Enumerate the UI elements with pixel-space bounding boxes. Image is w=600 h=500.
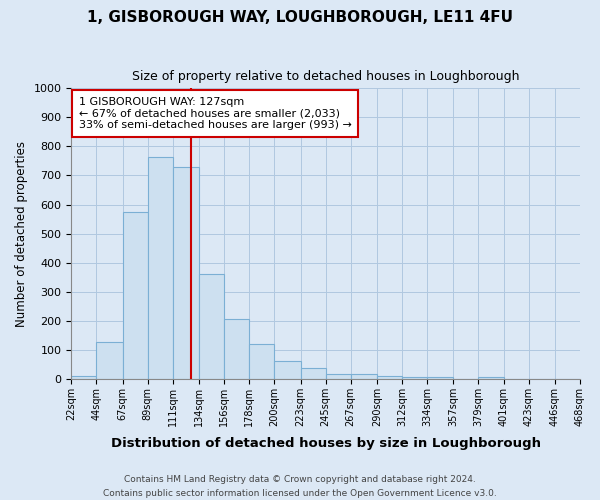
Bar (224, 318, 249, 379)
Bar (148, 156, 173, 379)
Text: 1, GISBOROUGH WAY, LOUGHBOROUGH, LE11 4FU: 1, GISBOROUGH WAY, LOUGHBOROUGH, LE11 4F… (87, 10, 513, 25)
Bar (326, 374, 351, 379)
Bar (199, 274, 224, 379)
Bar (377, 376, 402, 379)
Bar (249, 344, 274, 379)
Y-axis label: Number of detached properties: Number of detached properties (15, 140, 28, 326)
Bar (71, 376, 97, 379)
Text: Contains HM Land Registry data © Crown copyright and database right 2024.
Contai: Contains HM Land Registry data © Crown c… (103, 476, 497, 498)
X-axis label: Distribution of detached houses by size in Loughborough: Distribution of detached houses by size … (110, 437, 541, 450)
Bar (173, 167, 199, 379)
Bar (122, 212, 148, 379)
Bar (274, 360, 301, 379)
Bar (351, 374, 377, 379)
Text: 1 GISBOROUGH WAY: 127sqm
← 67% of detached houses are smaller (2,033)
33% of sem: 1 GISBOROUGH WAY: 127sqm ← 67% of detach… (79, 97, 352, 130)
Bar (402, 376, 427, 379)
Bar (97, 342, 122, 379)
Bar (478, 376, 503, 379)
Title: Size of property relative to detached houses in Loughborough: Size of property relative to detached ho… (132, 70, 520, 83)
Bar (301, 368, 326, 379)
Bar (427, 376, 454, 379)
